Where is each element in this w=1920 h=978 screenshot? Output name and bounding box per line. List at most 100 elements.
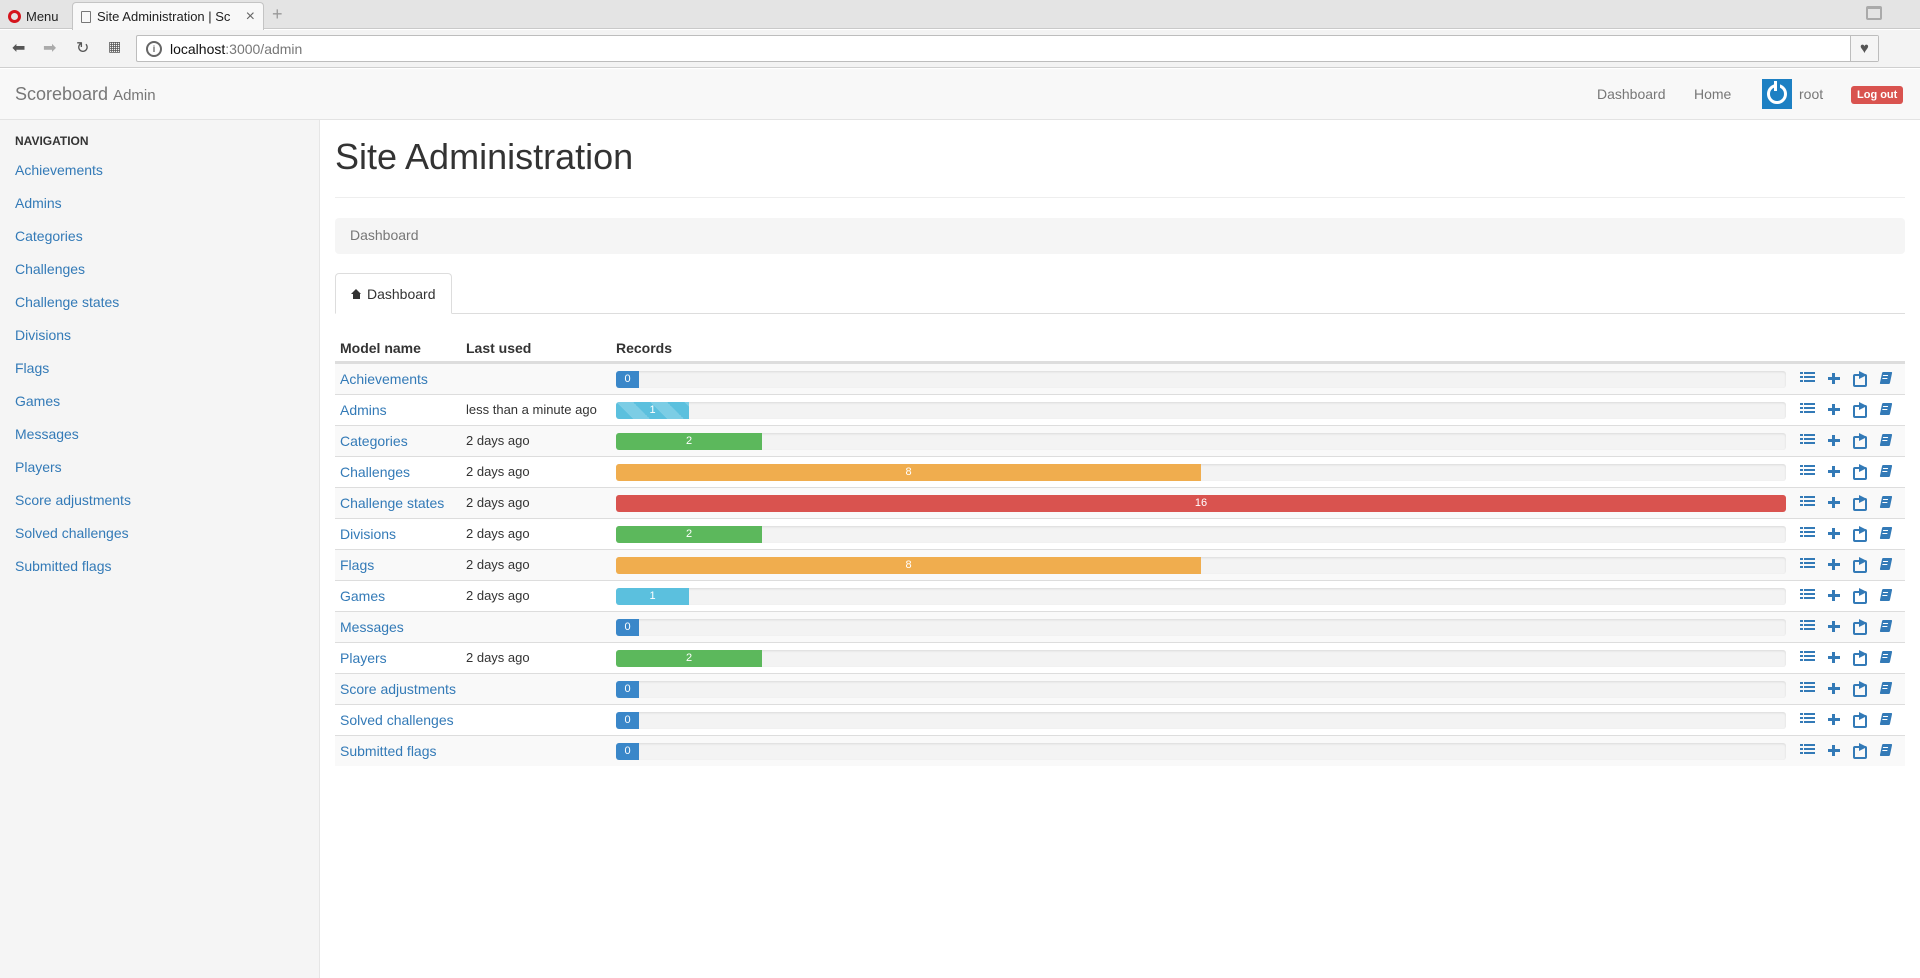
plus-icon[interactable] — [1826, 433, 1842, 447]
book-icon[interactable] — [1878, 371, 1894, 385]
list-icon[interactable] — [1800, 619, 1816, 633]
sidebar-item-games[interactable]: Games — [15, 393, 61, 409]
book-icon[interactable] — [1878, 619, 1894, 633]
nav-link-dashboard[interactable]: Dashboard — [1597, 86, 1666, 102]
export-icon[interactable] — [1852, 619, 1868, 635]
model-name-link[interactable]: Challenges — [340, 464, 411, 480]
export-icon[interactable] — [1852, 526, 1868, 542]
model-name-link[interactable]: Messages — [340, 619, 404, 635]
book-icon[interactable] — [1878, 526, 1894, 540]
sidebar-item-solved-challenges[interactable]: Solved challenges — [15, 525, 129, 541]
tab-dashboard[interactable]: Dashboard — [335, 273, 452, 314]
sidebar-item-achievements[interactable]: Achievements — [15, 162, 103, 178]
sidebar-item-admins[interactable]: Admins — [15, 195, 62, 211]
list-icon[interactable] — [1800, 433, 1816, 447]
sidebar-heading: NAVIGATION — [15, 134, 89, 148]
export-icon[interactable] — [1852, 402, 1868, 418]
plus-icon[interactable] — [1826, 557, 1842, 571]
plus-icon[interactable] — [1826, 588, 1842, 602]
plus-icon[interactable] — [1826, 402, 1842, 416]
sidebar-item-challenges[interactable]: Challenges — [15, 261, 86, 277]
nav-link-home[interactable]: Home — [1694, 86, 1732, 102]
tab-close-icon[interactable]: × — [245, 7, 255, 25]
sidebar-item-players[interactable]: Players — [15, 459, 62, 475]
export-icon[interactable] — [1852, 371, 1868, 387]
user-name[interactable]: root — [1799, 86, 1824, 102]
book-icon[interactable] — [1878, 557, 1894, 571]
model-name-link[interactable]: Flags — [340, 557, 375, 573]
sidebar-item-submitted-flags[interactable]: Submitted flags — [15, 558, 112, 574]
export-icon[interactable] — [1852, 464, 1868, 480]
list-icon[interactable] — [1800, 495, 1816, 509]
sidebar-item-score-adjustments[interactable]: Score adjustments — [15, 492, 131, 508]
sidebar-item-challenge-states[interactable]: Challenge states — [15, 294, 120, 310]
book-icon[interactable] — [1878, 681, 1894, 695]
book-icon[interactable] — [1878, 402, 1894, 416]
sidebar-item-categories[interactable]: Categories — [15, 228, 83, 244]
list-icon[interactable] — [1800, 557, 1816, 571]
forward-icon[interactable]: ➡ — [43, 40, 57, 57]
export-icon[interactable] — [1852, 588, 1868, 604]
plus-icon[interactable] — [1826, 464, 1842, 478]
book-icon[interactable] — [1878, 712, 1894, 726]
book-icon[interactable] — [1878, 464, 1894, 478]
list-icon[interactable] — [1800, 681, 1816, 695]
model-name-link[interactable]: Submitted flags — [340, 743, 437, 759]
list-icon[interactable] — [1800, 402, 1816, 416]
model-name-link[interactable]: Players — [340, 650, 387, 666]
logout-button[interactable]: Log out — [1851, 86, 1904, 104]
plus-icon[interactable] — [1826, 712, 1842, 726]
book-icon[interactable] — [1878, 650, 1894, 664]
list-icon[interactable] — [1800, 526, 1816, 540]
export-icon[interactable] — [1852, 743, 1868, 759]
sidebar-item-messages[interactable]: Messages — [15, 426, 79, 442]
plus-icon[interactable] — [1826, 619, 1842, 633]
book-icon[interactable] — [1878, 495, 1894, 509]
sidebar-item-flags[interactable]: Flags — [15, 360, 50, 376]
avatar[interactable] — [1762, 79, 1792, 109]
book-icon[interactable] — [1878, 743, 1894, 757]
plus-icon[interactable] — [1826, 526, 1842, 540]
plus-icon[interactable] — [1826, 681, 1842, 695]
model-name-link[interactable]: Categories — [340, 433, 408, 449]
reload-icon[interactable]: ↻ — [76, 40, 90, 57]
new-tab-icon[interactable]: + — [272, 4, 283, 24]
speed-dial-icon[interactable]: ▦ — [108, 38, 122, 54]
export-icon[interactable] — [1852, 433, 1868, 449]
export-icon[interactable] — [1852, 650, 1868, 666]
book-icon[interactable] — [1878, 433, 1894, 447]
table-row: Players 2 days ago 2 — [335, 642, 1905, 673]
back-icon[interactable]: ⬅ — [12, 40, 26, 57]
model-name-link[interactable]: Games — [340, 588, 386, 604]
sidebar-item-divisions[interactable]: Divisions — [15, 327, 72, 343]
export-icon[interactable] — [1852, 712, 1868, 728]
model-name-link[interactable]: Challenge states — [340, 495, 445, 511]
plus-icon[interactable] — [1826, 495, 1842, 509]
url-field[interactable]: i localhost:3000/admin ♥ — [136, 35, 1879, 62]
list-icon[interactable] — [1800, 464, 1816, 478]
book-icon[interactable] — [1878, 588, 1894, 602]
list-icon[interactable] — [1800, 588, 1816, 602]
export-icon[interactable] — [1852, 495, 1868, 511]
heart-icon[interactable]: ♥ — [1850, 36, 1878, 61]
model-name-link[interactable]: Admins — [340, 402, 387, 418]
plus-icon[interactable] — [1826, 743, 1842, 757]
model-name-link[interactable]: Solved challenges — [340, 712, 454, 728]
model-name-link[interactable]: Score adjustments — [340, 681, 456, 697]
list-icon[interactable] — [1800, 712, 1816, 726]
list-icon[interactable] — [1800, 650, 1816, 664]
browser-tab[interactable]: Site Administration | Sc × — [72, 2, 264, 30]
model-name-link[interactable]: Achievements — [340, 371, 428, 387]
brand-link[interactable]: Scoreboard Admin — [15, 84, 156, 105]
export-icon[interactable] — [1852, 557, 1868, 573]
plus-icon[interactable] — [1826, 371, 1842, 385]
plus-icon[interactable] — [1826, 650, 1842, 664]
list-icon[interactable] — [1800, 371, 1816, 385]
list-icon[interactable] — [1800, 743, 1816, 757]
export-icon[interactable] — [1852, 681, 1868, 697]
records-count: 16 — [616, 495, 1786, 512]
site-info-icon[interactable]: i — [146, 40, 162, 57]
tab-menu-icon[interactable] — [1866, 6, 1882, 20]
model-name-link[interactable]: Divisions — [340, 526, 397, 542]
browser-menu-button[interactable]: Menu — [8, 7, 59, 25]
